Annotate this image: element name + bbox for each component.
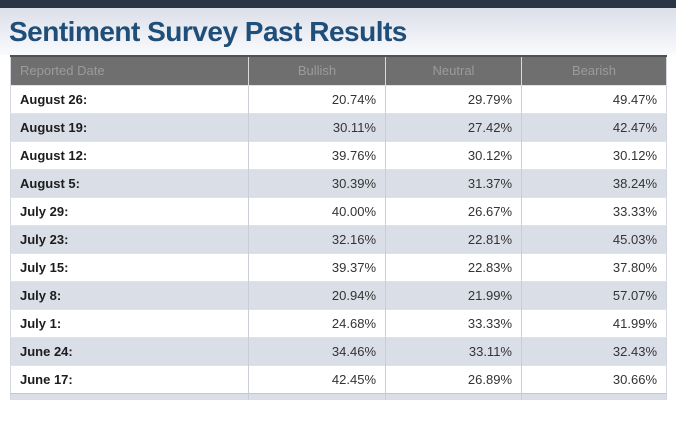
- cell-bearish: 30.12%: [521, 140, 667, 169]
- table-body: August 26: 20.74% 29.79% 49.47% August 19: 30…: [10, 84, 667, 400]
- cell-bullish: 34.46%: [248, 336, 386, 365]
- cell-bullish: 24.68%: [248, 308, 386, 337]
- cell-bearish: 42.47%: [521, 112, 667, 141]
- table-row: July 23: 32.16% 22.81% 45.03%: [10, 224, 667, 253]
- cell-neutral: 29.79%: [385, 84, 522, 113]
- page-header: Sentiment Survey Past Results: [0, 8, 676, 55]
- cell-bearish: 45.03%: [521, 224, 667, 253]
- cell-bullish: 40.00%: [248, 196, 386, 225]
- table-header-row: Reported Date Bullish Neutral Bearish: [10, 55, 667, 85]
- cell-bullish: 20.74%: [248, 84, 386, 113]
- table-row: August 12: 39.76% 30.12% 30.12%: [10, 140, 667, 169]
- cell-reported-date: July 15:: [10, 252, 249, 281]
- cell-bearish: 49.47%: [521, 84, 667, 113]
- table-header: Reported Date Bullish Neutral Bearish: [10, 55, 667, 85]
- cell-reported-date: July 29:: [10, 196, 249, 225]
- table-row: June 17: 42.45% 26.89% 30.66%: [10, 364, 667, 393]
- partial-cell: [10, 392, 249, 400]
- table-row: July 8: 20.94% 21.99% 57.07%: [10, 280, 667, 309]
- cell-bullish: 20.94%: [248, 280, 386, 309]
- cell-reported-date: August 19:: [10, 112, 249, 141]
- table-row: August 26: 20.74% 29.79% 49.47%: [10, 84, 667, 113]
- cell-bullish: 39.76%: [248, 140, 386, 169]
- top-bar: [0, 0, 676, 8]
- cell-neutral: 26.89%: [385, 364, 522, 393]
- table-row: June 24: 34.46% 33.11% 32.43%: [10, 336, 667, 365]
- cell-neutral: 27.42%: [385, 112, 522, 141]
- cell-reported-date: July 1:: [10, 308, 249, 337]
- cell-neutral: 26.67%: [385, 196, 522, 225]
- table-row: July 29: 40.00% 26.67% 33.33%: [10, 196, 667, 225]
- partial-cell: [521, 392, 667, 400]
- cell-neutral: 22.81%: [385, 224, 522, 253]
- table-row: July 15: 39.37% 22.83% 37.80%: [10, 252, 667, 281]
- column-header-bearish: Bearish: [521, 55, 667, 85]
- cell-reported-date: August 26:: [10, 84, 249, 113]
- cell-neutral: 33.11%: [385, 336, 522, 365]
- column-header-bullish: Bullish: [248, 55, 386, 85]
- column-header-neutral: Neutral: [385, 55, 522, 85]
- cell-neutral: 33.33%: [385, 308, 522, 337]
- cell-bullish: 32.16%: [248, 224, 386, 253]
- page-title: Sentiment Survey Past Results: [9, 15, 407, 47]
- cell-reported-date: August 5:: [10, 168, 249, 197]
- partial-cell: [385, 392, 522, 400]
- cell-bullish: 30.39%: [248, 168, 386, 197]
- cell-bullish: 30.11%: [248, 112, 386, 141]
- table-row-partial: [10, 392, 667, 400]
- cell-bearish: 33.33%: [521, 196, 667, 225]
- cell-bearish: 41.99%: [521, 308, 667, 337]
- table-row: August 5: 30.39% 31.37% 38.24%: [10, 168, 667, 197]
- cell-bearish: 57.07%: [521, 280, 667, 309]
- table-row: July 1: 24.68% 33.33% 41.99%: [10, 308, 667, 337]
- cell-reported-date: June 24:: [10, 336, 249, 365]
- cell-bullish: 39.37%: [248, 252, 386, 281]
- cell-reported-date: June 17:: [10, 364, 249, 393]
- cell-reported-date: July 23:: [10, 224, 249, 253]
- cell-neutral: 22.83%: [385, 252, 522, 281]
- sentiment-results-table: Reported Date Bullish Neutral Bearish Au…: [10, 55, 667, 400]
- cell-bearish: 30.66%: [521, 364, 667, 393]
- table-row: August 19: 30.11% 27.42% 42.47%: [10, 112, 667, 141]
- cell-bearish: 37.80%: [521, 252, 667, 281]
- cell-bearish: 38.24%: [521, 168, 667, 197]
- cell-neutral: 31.37%: [385, 168, 522, 197]
- cell-neutral: 21.99%: [385, 280, 522, 309]
- cell-bearish: 32.43%: [521, 336, 667, 365]
- cell-reported-date: July 8:: [10, 280, 249, 309]
- cell-neutral: 30.12%: [385, 140, 522, 169]
- column-header-reported-date: Reported Date: [10, 55, 249, 85]
- partial-cell: [248, 392, 386, 400]
- cell-reported-date: August 12:: [10, 140, 249, 169]
- cell-bullish: 42.45%: [248, 364, 386, 393]
